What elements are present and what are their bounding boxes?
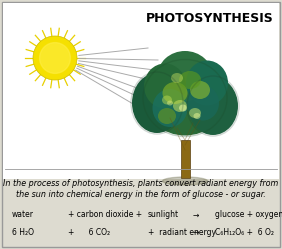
- Ellipse shape: [173, 100, 187, 112]
- Text: + carbon dioxide +: + carbon dioxide +: [68, 210, 142, 219]
- Text: →: →: [193, 210, 199, 219]
- Circle shape: [33, 36, 77, 80]
- Ellipse shape: [186, 61, 228, 106]
- Ellipse shape: [179, 105, 187, 112]
- Ellipse shape: [187, 85, 219, 121]
- FancyBboxPatch shape: [180, 140, 190, 178]
- Text: →: →: [193, 228, 199, 237]
- Ellipse shape: [162, 177, 208, 185]
- Ellipse shape: [162, 82, 188, 104]
- FancyBboxPatch shape: [3, 3, 279, 179]
- Ellipse shape: [144, 63, 186, 109]
- FancyBboxPatch shape: [2, 2, 280, 247]
- Text: water: water: [12, 210, 34, 219]
- Ellipse shape: [188, 77, 238, 135]
- Ellipse shape: [167, 101, 173, 106]
- Text: sunlight: sunlight: [148, 210, 179, 219]
- Circle shape: [39, 43, 70, 73]
- Text: the sun into chemical energy in the form of glucose - or sugar.: the sun into chemical energy in the form…: [16, 190, 266, 199]
- Ellipse shape: [153, 89, 188, 127]
- Ellipse shape: [162, 96, 172, 105]
- Ellipse shape: [171, 73, 183, 83]
- Text: 6 H₂O: 6 H₂O: [12, 228, 34, 237]
- Ellipse shape: [158, 108, 176, 124]
- Text: In the process of photosynthesis, plants convert radiant energy from: In the process of photosynthesis, plants…: [3, 179, 279, 188]
- Text: PHOTOSYNTHESIS: PHOTOSYNTHESIS: [146, 12, 274, 25]
- Ellipse shape: [193, 113, 201, 119]
- Ellipse shape: [132, 73, 182, 133]
- Ellipse shape: [189, 108, 201, 118]
- Text: +      6 CO₂: + 6 CO₂: [68, 228, 110, 237]
- Ellipse shape: [144, 61, 226, 135]
- Ellipse shape: [179, 71, 201, 89]
- Ellipse shape: [158, 51, 213, 101]
- Ellipse shape: [190, 81, 210, 99]
- Text: +  radiant energy: + radiant energy: [148, 228, 216, 237]
- Text: glucose + oxygen: glucose + oxygen: [215, 210, 282, 219]
- Text: C₆H₁₂O₆ +  6 O₂: C₆H₁₂O₆ + 6 O₂: [215, 228, 274, 237]
